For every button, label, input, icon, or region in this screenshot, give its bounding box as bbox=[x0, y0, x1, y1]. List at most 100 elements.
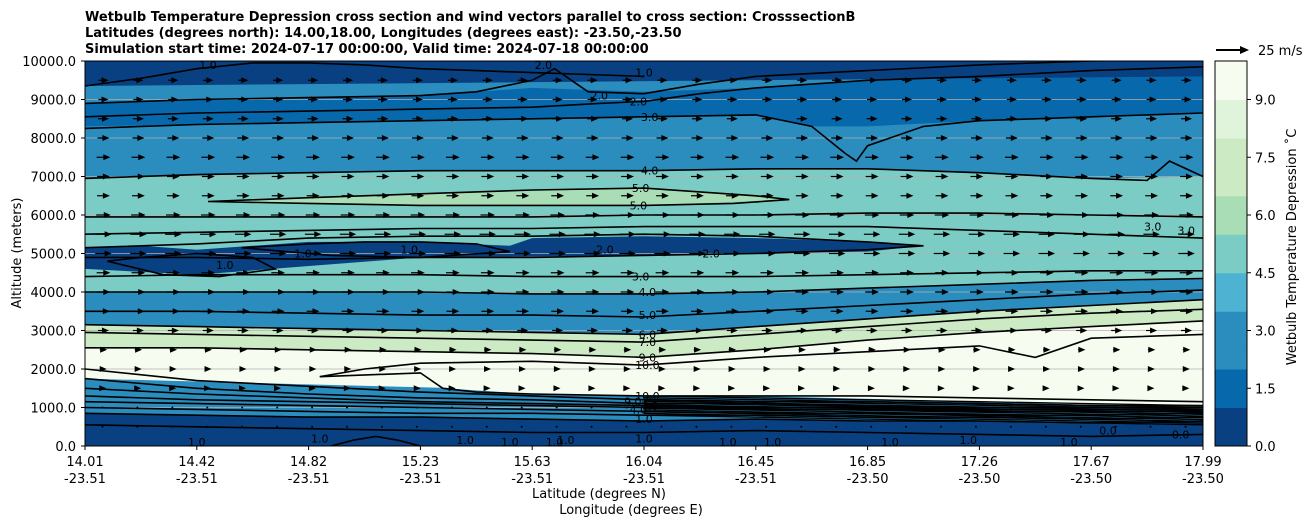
wind-vector-head bbox=[1079, 77, 1087, 84]
wind-vector bbox=[867, 96, 878, 103]
colorbar-band-7 bbox=[1215, 292, 1247, 312]
wind-vector bbox=[483, 385, 491, 392]
wind-vector-head bbox=[1151, 212, 1159, 218]
contour-label-2: 2.0 bbox=[535, 59, 553, 72]
wind-vector-head bbox=[1185, 135, 1193, 141]
wind-vector bbox=[130, 231, 147, 238]
wind-vector bbox=[585, 212, 600, 218]
wind-vector-head bbox=[974, 77, 982, 84]
wind-vector-head bbox=[698, 250, 706, 257]
wind-vector-head bbox=[802, 269, 810, 276]
wind-vector bbox=[1145, 173, 1158, 180]
wind-vector-head bbox=[206, 77, 214, 84]
wind-vector-head bbox=[833, 346, 841, 353]
wind-vector-head bbox=[696, 308, 704, 315]
colorbar-band-2 bbox=[1215, 388, 1247, 408]
wind-vector bbox=[235, 212, 251, 218]
wind-vector bbox=[833, 346, 841, 353]
contour-line-17 bbox=[319, 333, 1203, 378]
wind-vector bbox=[1181, 115, 1193, 122]
wind-vector-head bbox=[763, 346, 771, 353]
wind-vector-head bbox=[520, 77, 528, 84]
wind-vector-head bbox=[487, 289, 495, 295]
wind-vector-head bbox=[347, 192, 355, 199]
wind-vector bbox=[971, 115, 983, 122]
wind-vector bbox=[549, 250, 566, 257]
wind-vector-dot bbox=[870, 425, 873, 428]
wind-vector-head bbox=[243, 269, 251, 276]
wind-vector-head bbox=[242, 135, 250, 141]
wind-vector bbox=[1112, 346, 1121, 353]
wind-vector-head bbox=[661, 308, 669, 315]
wind-vector-head bbox=[730, 96, 738, 103]
wind-vector bbox=[586, 308, 599, 315]
wind-vector-head bbox=[1046, 154, 1054, 161]
wind-vector-dot bbox=[939, 406, 942, 409]
wind-vector bbox=[690, 289, 705, 295]
y-tick-label-1: 1000.0 bbox=[31, 402, 77, 417]
wind-vector-dot bbox=[346, 425, 349, 428]
wind-vector-head bbox=[1013, 250, 1021, 257]
contour-label-5: 3.0 bbox=[641, 111, 659, 124]
wind-vector bbox=[935, 308, 949, 315]
wind-vector bbox=[237, 135, 250, 141]
colorbar-tick-label-1: 1.5 bbox=[1255, 382, 1276, 397]
wind-vector bbox=[1145, 192, 1158, 199]
title-line-1: Wetbulb Temperature Depression cross sec… bbox=[85, 10, 855, 25]
wind-vector bbox=[933, 250, 951, 257]
wind-vector-head bbox=[836, 308, 844, 315]
y-tick-label-9: 9000.0 bbox=[31, 94, 77, 109]
wind-vector bbox=[306, 289, 320, 295]
wind-vector-head bbox=[765, 327, 773, 334]
wind-vector bbox=[587, 77, 598, 84]
wind-vector-head bbox=[837, 289, 845, 295]
wind-vector-head bbox=[1152, 231, 1160, 238]
wind-vector-head bbox=[1150, 327, 1158, 334]
wind-vector-head bbox=[695, 115, 703, 122]
wind-vector-head bbox=[660, 115, 668, 122]
wind-vector bbox=[794, 250, 811, 257]
wind-vector bbox=[1112, 366, 1120, 372]
wind-vector bbox=[935, 173, 949, 180]
wind-vector-head bbox=[349, 250, 357, 257]
wind-vector bbox=[1004, 289, 1019, 295]
wind-vector-dot bbox=[730, 425, 733, 428]
wind-vector bbox=[341, 308, 355, 315]
wind-vector-head bbox=[801, 173, 809, 180]
wind-vector-dot bbox=[660, 425, 663, 428]
wind-vector bbox=[449, 346, 457, 353]
quiver-key: 25 m/s bbox=[1216, 44, 1303, 59]
wind-vector-head bbox=[1011, 308, 1019, 315]
wind-vector-head bbox=[941, 308, 949, 315]
wind-vector bbox=[725, 173, 739, 180]
wind-vector-head bbox=[1045, 327, 1053, 334]
wind-vector-head bbox=[1114, 96, 1122, 103]
wind-vector bbox=[621, 192, 634, 199]
wind-vector-head bbox=[451, 135, 459, 141]
wind-vector-head bbox=[660, 77, 668, 84]
wind-vector bbox=[763, 385, 771, 392]
wind-vector-head bbox=[419, 231, 427, 238]
wind-vector bbox=[306, 173, 320, 180]
colorbar-band-18 bbox=[1215, 80, 1247, 100]
colorbar-tick-label-5: 7.5 bbox=[1255, 151, 1276, 166]
wind-vector-head bbox=[940, 96, 948, 103]
wind-vector bbox=[900, 154, 914, 161]
wind-vector bbox=[655, 289, 670, 295]
wind-vector bbox=[341, 192, 355, 199]
wind-vector-head bbox=[837, 212, 845, 218]
wind-vector-head bbox=[902, 385, 910, 392]
wind-vector-dot bbox=[485, 425, 488, 428]
wind-vector bbox=[238, 77, 249, 84]
wind-vector-head bbox=[1012, 212, 1020, 218]
wind-vector bbox=[1040, 173, 1054, 180]
wind-vector bbox=[586, 173, 599, 180]
wind-vector-head bbox=[868, 366, 876, 372]
wind-vector-head bbox=[243, 212, 251, 218]
wind-vector bbox=[132, 115, 144, 122]
wind-vector bbox=[831, 115, 843, 122]
wind-vector-head bbox=[1082, 231, 1090, 238]
x-tick-lon-0: -23.51 bbox=[64, 472, 106, 487]
wind-vector bbox=[587, 327, 599, 334]
wind-vector-head bbox=[765, 96, 773, 103]
